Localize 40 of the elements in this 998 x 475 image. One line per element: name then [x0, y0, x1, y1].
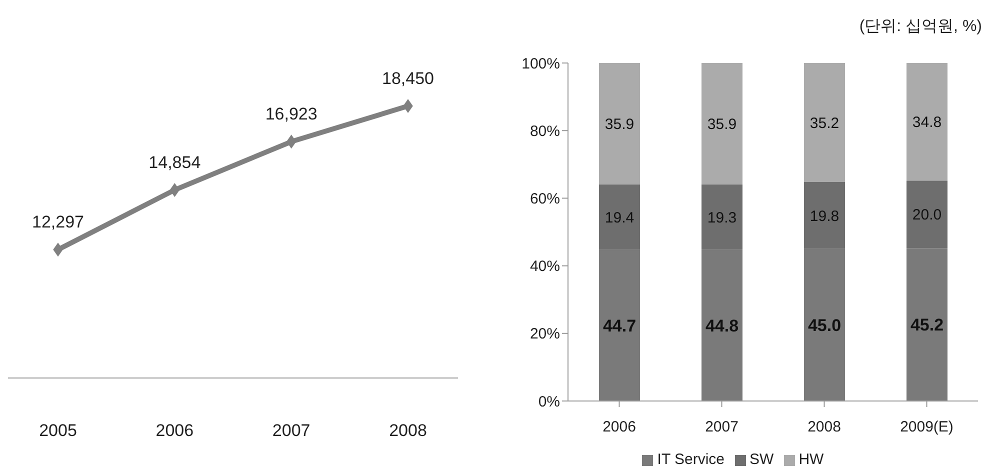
data-label: 19.8 [810, 208, 840, 225]
point [286, 134, 296, 149]
y-tick-label: 80% [530, 122, 560, 140]
x-tick-label: 2007 [705, 418, 738, 436]
data-label: 44.7 [602, 316, 636, 336]
data-label: 35.9 [604, 116, 634, 133]
data-label: 20.0 [912, 206, 942, 224]
bar [702, 63, 742, 184]
x-tick-label: 2006 [156, 421, 194, 440]
x-tick-label: 2005 [39, 421, 77, 440]
data-label: 19.4 [604, 209, 634, 226]
bar [906, 63, 948, 181]
bar [599, 63, 640, 184]
data-label: 35.2 [810, 114, 840, 132]
y-tick-label: 60% [530, 190, 560, 208]
y-tick-label: 40% [530, 258, 560, 276]
data-label: 45.0 [808, 316, 842, 335]
x-tick-label: 2008 [389, 421, 427, 440]
data-label: 34.8 [912, 114, 942, 132]
data-label: 16,923 [265, 104, 318, 124]
point [170, 182, 180, 197]
x-tick-label: 2009(E) [900, 418, 954, 436]
text: (단위: 십억원, %) [859, 17, 982, 37]
y-tick-label: 100% [522, 55, 560, 72]
legend-label: HW [798, 451, 824, 468]
data-label: 18,450 [382, 69, 434, 88]
y-tick-label: 20% [530, 326, 560, 343]
data-label: 44.8 [705, 316, 739, 336]
bar [804, 63, 845, 182]
x-tick-label: 2006 [602, 418, 636, 436]
data-label: 19.3 [707, 209, 737, 226]
data-label: 35.9 [707, 116, 737, 133]
legend-label: IT Service [657, 451, 725, 468]
data-label: 45.2 [910, 316, 944, 335]
x-tick-label: 2008 [808, 418, 841, 436]
x-tick-label: 2007 [272, 421, 310, 440]
y-tick-label: 0% [538, 393, 560, 410]
data-label: 14,854 [148, 152, 201, 172]
data-label: 12,297 [32, 212, 84, 232]
legend-label: SW [750, 451, 774, 468]
